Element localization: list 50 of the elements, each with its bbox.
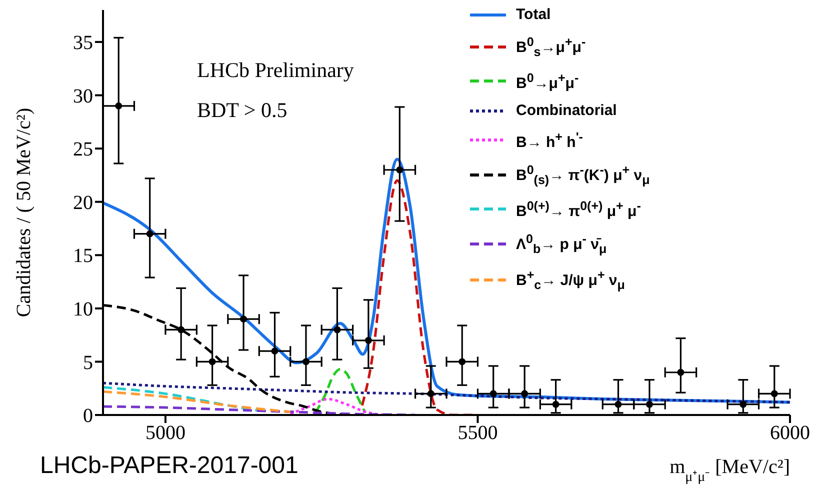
point: [614, 400, 622, 408]
point: [302, 358, 310, 366]
annotation: LHCb Preliminary: [197, 58, 354, 83]
point: [521, 390, 528, 398]
y-tick-label: 20: [73, 192, 93, 214]
point: [115, 102, 122, 110]
point: [427, 390, 434, 398]
text: LHCb-PAPER-2017-001: [40, 452, 298, 480]
legend-label: B$^{0(+)}$→ π$^{0(+)}$ μ$^{+}$ μ$^{-}$: [516, 198, 641, 222]
legend-label: B$^{0}$→μ$^{+}$μ$^{-}$: [516, 70, 579, 94]
line-series: [103, 390, 292, 414]
line-series: [314, 368, 367, 414]
point: [334, 326, 341, 334]
legend-label: B$^{+}$$_{c}$→ J/ψ μ$^{+}$ ν$_{μ}$: [516, 267, 625, 294]
x-tick-label: 5500: [458, 422, 498, 444]
legend-label: B→ h$^{+}$ h$^{'-}$: [516, 129, 583, 153]
legend-label: Λ$^{0}$$_{b}$→ p μ$^{-}$ ν̄$_{μ}$: [516, 230, 607, 258]
point: [271, 348, 278, 355]
y-tick-label: 0: [83, 405, 93, 428]
x-tick-label: 5000: [145, 422, 186, 444]
point: [178, 326, 185, 334]
y-tick-label: 35: [73, 32, 93, 54]
point: [646, 400, 653, 408]
point: [677, 368, 684, 376]
point: [364, 336, 372, 344]
line-series: [103, 382, 790, 404]
y-tick-label: 5: [83, 352, 93, 374]
point: [770, 390, 778, 398]
point: [396, 166, 404, 174]
y-tick-label: 25: [73, 138, 93, 161]
y-axis-title: Candidates / ( 50 MeV/c²): [13, 108, 35, 318]
point: [208, 358, 216, 366]
y-tick-label: 30: [73, 85, 93, 108]
point: [240, 316, 248, 323]
x-tick-label: 6000: [770, 422, 810, 444]
point: [552, 400, 560, 408]
line-series: [103, 405, 417, 415]
point: [146, 230, 154, 238]
line-series: [289, 398, 386, 415]
y-tick-label: 15: [73, 245, 93, 268]
legend-label: Total: [516, 5, 551, 25]
y-tick-label: 10: [73, 298, 93, 321]
x-axis-title: m$_{μ⁺μ⁻}$ [MeV/c²]: [670, 456, 790, 484]
point: [458, 358, 466, 366]
point: [740, 400, 747, 408]
legend-label: B$^{0}$$_{s}$→μ$^{+}$μ$^{-}$: [516, 34, 586, 60]
text: B$^{0}$$_{(s)}$→ π$^{-}$(K$^{-}$) μ$^{+}$ ν$_{μ}$: [516, 162, 650, 186]
annotation: BDT > 0.5: [197, 98, 288, 123]
legend-label: Combinatorial: [516, 100, 617, 120]
point: [490, 390, 497, 398]
